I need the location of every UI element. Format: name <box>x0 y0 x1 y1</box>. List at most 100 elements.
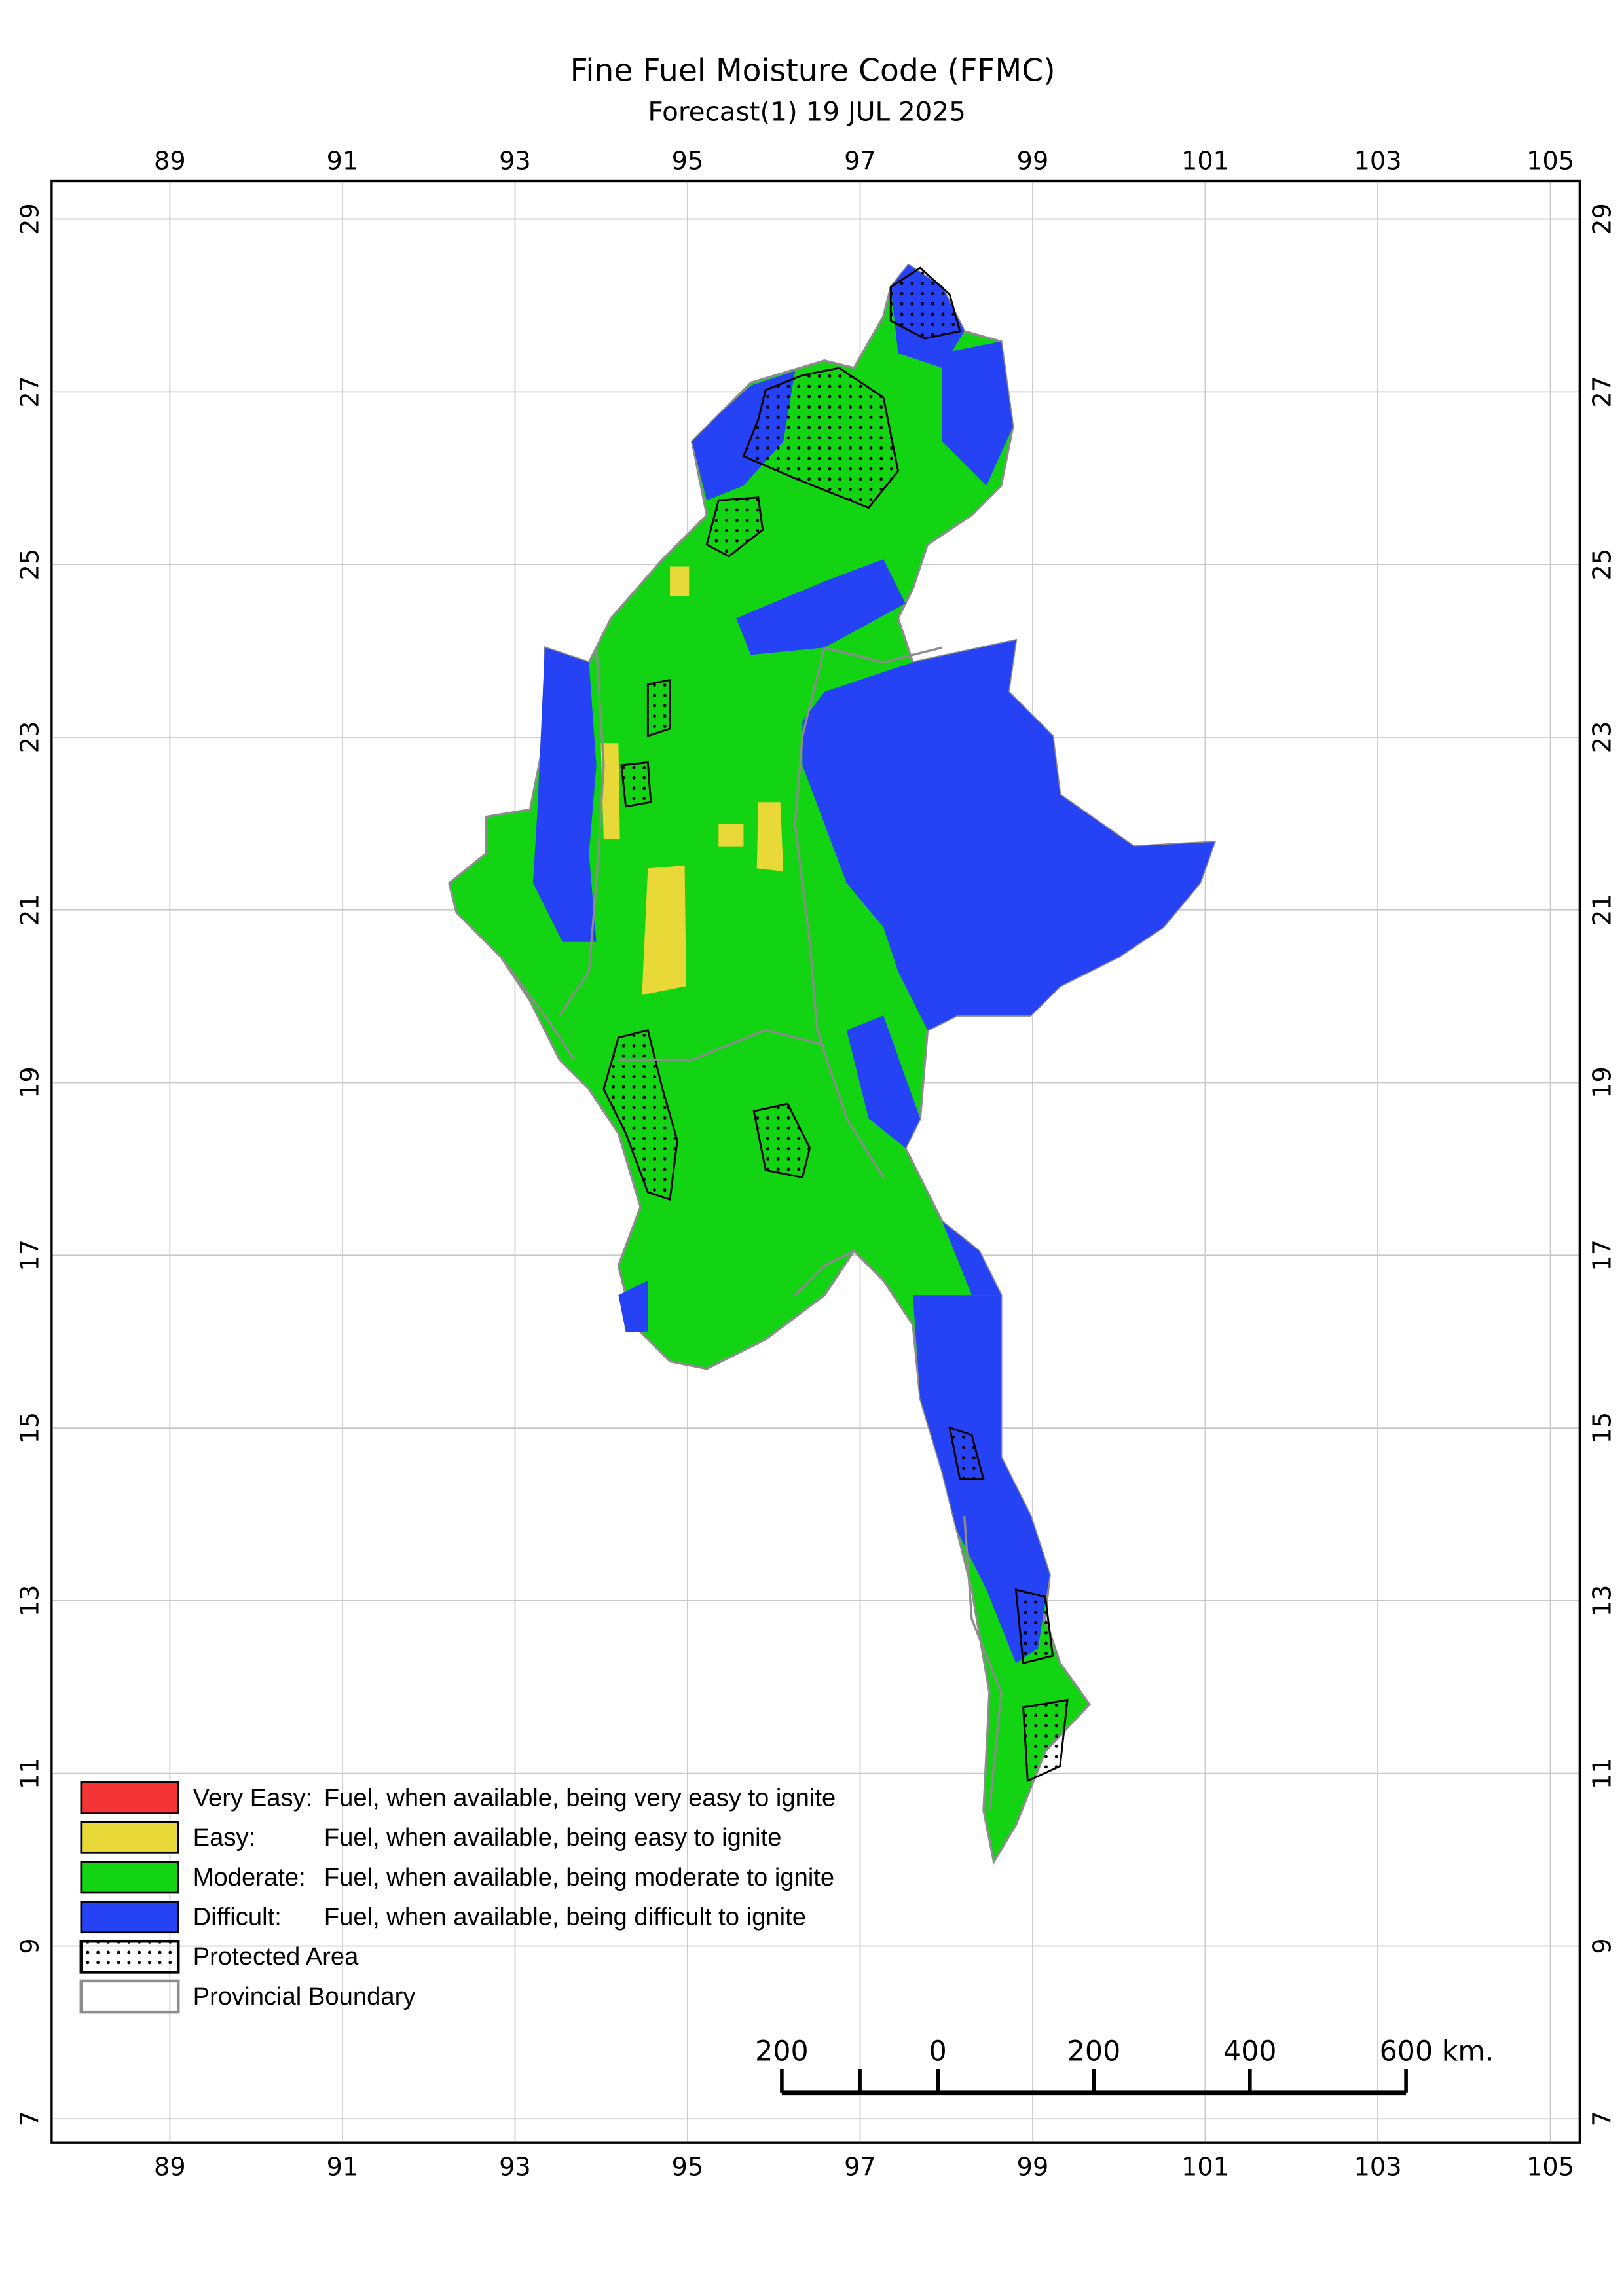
easy-area <box>718 824 744 847</box>
difficult-area <box>532 647 597 942</box>
provincial-boundary <box>559 647 605 1017</box>
protected-area <box>948 1426 985 1480</box>
x-tick-label: 95 <box>672 147 704 176</box>
y-tick-label: 23 <box>16 721 45 754</box>
protected-area <box>705 496 764 558</box>
y-tick-label: 7 <box>16 2111 45 2126</box>
y-tick-label: 17 <box>1589 1239 1617 1271</box>
legend-swatch <box>80 1861 179 1894</box>
protected-area <box>752 1102 811 1179</box>
y-tick-label: 15 <box>1589 1412 1617 1444</box>
provincial-boundary <box>794 647 885 1178</box>
y-tick-label: 17 <box>16 1239 45 1271</box>
y-tick-label: 11 <box>16 1757 45 1789</box>
y-tick-label: 25 <box>1589 549 1617 581</box>
legend-description: Fuel, when available, being very easy to… <box>324 1783 836 1812</box>
x-tick-label: 97 <box>844 147 876 176</box>
y-tick-label: 15 <box>16 1412 45 1444</box>
scale-bar-label: 200 <box>755 2035 809 2068</box>
x-tick-label: 97 <box>844 2153 876 2182</box>
legend-description: Fuel, when available, being moderate to … <box>324 1863 834 1891</box>
protected-area <box>889 266 961 340</box>
protected-area <box>1014 1588 1054 1665</box>
x-tick-label: 101 <box>1181 2153 1229 2182</box>
y-tick-label: 13 <box>16 1585 45 1617</box>
y-tick-label: 13 <box>1589 1585 1617 1617</box>
scale-bar-label: 400 <box>1223 2035 1277 2068</box>
y-tick-label: 29 <box>1589 203 1617 235</box>
difficult-area <box>618 1280 648 1332</box>
x-tick-label: 105 <box>1526 2153 1574 2182</box>
legend-swatch <box>79 1979 180 2014</box>
y-tick-label: 11 <box>1589 1757 1617 1789</box>
legend-label: Difficult: <box>193 1903 282 1931</box>
x-tick-label: 95 <box>672 2153 704 2182</box>
y-tick-label: 23 <box>1589 721 1617 754</box>
provincial-boundary <box>824 646 943 664</box>
protected-area <box>742 367 900 509</box>
difficult-area <box>846 1015 921 1148</box>
scale-bar-label: 0 <box>929 2035 947 2068</box>
y-tick-label: 27 <box>16 376 45 408</box>
fuel-moisture-map <box>447 263 1217 1865</box>
legend-swatch <box>80 1821 179 1854</box>
y-tick-label: 19 <box>16 1066 45 1099</box>
legend-label: Easy: <box>193 1823 256 1851</box>
scale-bar-label: 200 <box>1067 2035 1121 2068</box>
provincial-boundaries <box>500 646 1003 1811</box>
map-subtitle: Forecast(1) 19 JUL 2025 <box>648 96 966 127</box>
provincial-boundary <box>500 956 576 1061</box>
easy-area <box>600 743 620 839</box>
provincial-boundary <box>794 1250 855 1296</box>
protected-areas <box>602 266 1069 1783</box>
legend-swatch <box>80 1901 179 1934</box>
provincial-boundary <box>618 1029 825 1061</box>
map-title: Fine Fuel Moisture Code (FFMC) <box>570 53 1056 89</box>
x-tick-label: 105 <box>1526 147 1574 176</box>
x-tick-label: 89 <box>154 2153 186 2182</box>
x-tick-label: 103 <box>1354 147 1402 176</box>
x-tick-label: 103 <box>1354 2153 1402 2182</box>
legend: Very Easy: Fuel, when available, being ve… <box>79 1781 836 2014</box>
y-tick-label: 29 <box>16 203 45 235</box>
y-tick-label: 25 <box>16 549 45 581</box>
x-tick-label: 93 <box>499 147 531 176</box>
x-tick-label: 93 <box>499 2153 531 2182</box>
protected-area <box>620 761 652 808</box>
protected-area <box>646 678 671 738</box>
legend-description: Fuel, when available, being easy to igni… <box>324 1823 782 1851</box>
y-tick-label: 19 <box>1589 1066 1617 1099</box>
legend-label: Provincial Boundary <box>193 1982 416 2011</box>
legend-swatch <box>80 1781 179 1814</box>
difficult-area <box>942 341 1013 486</box>
map-frame <box>50 179 1581 2144</box>
easy-area <box>756 802 784 871</box>
legend-label: Moderate: <box>193 1863 306 1891</box>
x-tick-label: 89 <box>154 147 186 176</box>
protected-area <box>1022 1698 1069 1783</box>
x-tick-label: 91 <box>327 147 359 176</box>
x-tick-label: 99 <box>1017 147 1049 176</box>
legend-description: Fuel, when available, being difficult to… <box>324 1903 806 1931</box>
easy-area <box>642 865 686 995</box>
difficult-area <box>802 640 1215 1030</box>
x-tick-label: 101 <box>1181 147 1229 176</box>
difficult-area <box>736 559 906 655</box>
legend-label: Protected Area <box>193 1942 359 1971</box>
y-tick-label: 27 <box>1589 376 1617 408</box>
legend-label: Very Easy: <box>193 1783 313 1812</box>
y-tick-label: 7 <box>1589 2111 1617 2126</box>
easy-areas <box>600 566 784 995</box>
scale-bar-label: 600 km. <box>1380 2035 1494 2068</box>
scale-bar: 200 0 200 400 600 km. <box>755 2035 1494 2096</box>
y-tick-label: 21 <box>1589 894 1617 926</box>
difficult-area <box>942 1221 1001 1296</box>
y-tick-label: 21 <box>16 894 45 926</box>
y-tick-label: 9 <box>1589 1938 1617 1954</box>
x-tick-label: 91 <box>327 2153 359 2182</box>
provincial-boundary <box>963 1516 1003 1811</box>
y-tick-label: 9 <box>16 1938 45 1954</box>
legend-swatch <box>79 1939 180 1974</box>
